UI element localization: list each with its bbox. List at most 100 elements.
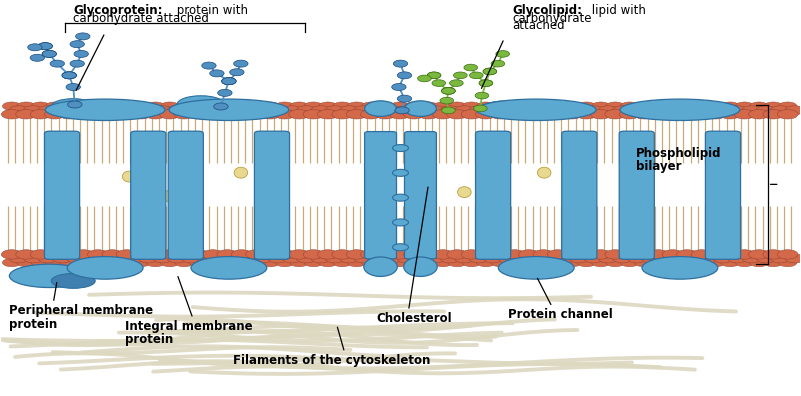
Circle shape	[397, 72, 412, 79]
Ellipse shape	[124, 254, 143, 263]
Ellipse shape	[461, 110, 482, 119]
Ellipse shape	[620, 102, 639, 110]
Ellipse shape	[620, 258, 639, 267]
Ellipse shape	[52, 106, 72, 115]
Ellipse shape	[276, 102, 294, 110]
Ellipse shape	[38, 254, 58, 263]
Text: Cholesterol: Cholesterol	[376, 312, 453, 325]
Ellipse shape	[541, 106, 561, 115]
Ellipse shape	[735, 258, 754, 267]
Ellipse shape	[2, 110, 22, 119]
Ellipse shape	[247, 102, 265, 110]
Circle shape	[483, 68, 497, 75]
Ellipse shape	[16, 250, 37, 259]
Ellipse shape	[634, 250, 654, 259]
Ellipse shape	[606, 102, 625, 110]
Ellipse shape	[763, 110, 783, 119]
Ellipse shape	[2, 102, 21, 110]
Ellipse shape	[131, 258, 151, 267]
Ellipse shape	[159, 110, 180, 119]
Ellipse shape	[497, 254, 517, 263]
Ellipse shape	[555, 106, 575, 115]
Ellipse shape	[23, 254, 43, 263]
Circle shape	[70, 41, 84, 48]
Ellipse shape	[649, 258, 668, 267]
Ellipse shape	[620, 99, 740, 120]
Text: attached: attached	[513, 19, 565, 32]
Ellipse shape	[476, 250, 497, 259]
Ellipse shape	[247, 258, 265, 267]
Ellipse shape	[417, 171, 431, 182]
Ellipse shape	[785, 106, 801, 115]
Ellipse shape	[505, 258, 524, 267]
Circle shape	[214, 103, 228, 110]
Ellipse shape	[123, 171, 136, 182]
Circle shape	[392, 84, 406, 91]
Ellipse shape	[764, 102, 783, 110]
Ellipse shape	[562, 250, 582, 259]
Ellipse shape	[10, 264, 89, 287]
Ellipse shape	[364, 257, 397, 276]
FancyBboxPatch shape	[168, 131, 203, 259]
Ellipse shape	[537, 167, 551, 178]
Ellipse shape	[663, 102, 682, 110]
Text: Glycolipid:: Glycolipid:	[513, 4, 582, 17]
Ellipse shape	[175, 258, 194, 267]
Ellipse shape	[483, 254, 503, 263]
Ellipse shape	[763, 250, 783, 259]
Ellipse shape	[533, 110, 553, 119]
Ellipse shape	[317, 110, 338, 119]
Ellipse shape	[677, 250, 698, 259]
Ellipse shape	[518, 110, 539, 119]
Ellipse shape	[605, 250, 626, 259]
Ellipse shape	[392, 169, 409, 176]
Ellipse shape	[218, 258, 236, 267]
FancyBboxPatch shape	[562, 131, 597, 259]
Ellipse shape	[419, 102, 438, 110]
Ellipse shape	[246, 110, 267, 119]
Ellipse shape	[418, 250, 439, 259]
Ellipse shape	[45, 250, 65, 259]
Ellipse shape	[232, 102, 251, 110]
Ellipse shape	[175, 102, 194, 110]
Circle shape	[74, 50, 88, 57]
Ellipse shape	[239, 106, 259, 115]
Ellipse shape	[51, 99, 95, 114]
Ellipse shape	[727, 106, 747, 115]
Ellipse shape	[217, 110, 238, 119]
Ellipse shape	[203, 250, 223, 259]
Ellipse shape	[139, 254, 158, 263]
Ellipse shape	[706, 110, 727, 119]
Ellipse shape	[231, 250, 252, 259]
Ellipse shape	[174, 110, 195, 119]
Circle shape	[218, 89, 232, 96]
Ellipse shape	[462, 102, 481, 110]
FancyBboxPatch shape	[405, 131, 437, 259]
Circle shape	[234, 60, 248, 67]
Ellipse shape	[392, 145, 409, 152]
Ellipse shape	[477, 102, 495, 110]
Text: Filaments of the cytoskeleton: Filaments of the cytoskeleton	[233, 354, 430, 367]
Ellipse shape	[598, 106, 618, 115]
Ellipse shape	[590, 110, 611, 119]
Circle shape	[50, 60, 64, 67]
Ellipse shape	[153, 254, 172, 263]
Ellipse shape	[325, 254, 345, 263]
Ellipse shape	[713, 254, 733, 263]
Ellipse shape	[750, 102, 768, 110]
Ellipse shape	[118, 258, 136, 267]
Ellipse shape	[390, 258, 409, 267]
Ellipse shape	[354, 106, 373, 115]
Ellipse shape	[677, 110, 698, 119]
Circle shape	[67, 101, 82, 108]
Ellipse shape	[648, 110, 669, 119]
Ellipse shape	[232, 258, 251, 267]
Ellipse shape	[46, 102, 64, 110]
Ellipse shape	[490, 250, 511, 259]
Text: bilayer: bilayer	[636, 160, 682, 173]
Ellipse shape	[260, 110, 281, 119]
Ellipse shape	[497, 106, 517, 115]
Ellipse shape	[153, 106, 172, 115]
Ellipse shape	[332, 250, 352, 259]
Ellipse shape	[457, 187, 471, 198]
